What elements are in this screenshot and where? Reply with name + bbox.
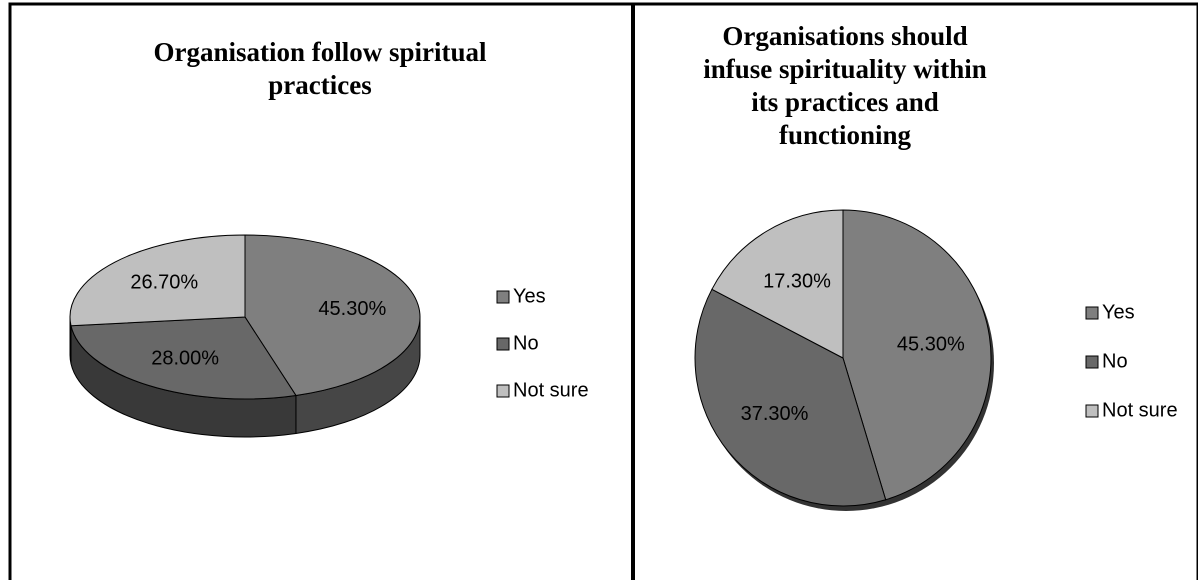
legend-label: Not sure [1102,399,1178,421]
legend-swatch [496,337,510,351]
legend-label: No [513,332,539,354]
data-label: 45.30% [897,333,965,355]
data-label: 28.00% [151,348,219,370]
pie-slice [694,288,887,507]
frame [8,2,1198,580]
chart-title: Organisation follow spiritual practices [153,37,487,100]
pie-slice [842,209,992,501]
legend-swatch [496,384,510,398]
data-label: 45.30% [318,298,386,320]
legend-label: Yes [513,285,546,307]
pie-slice [711,209,844,359]
legend-swatch [1085,404,1099,418]
legend-label: Not sure [513,379,589,401]
legend-label: Yes [1102,301,1135,323]
data-label: 37.30% [741,403,809,425]
data-label: 26.70% [130,271,198,293]
chart-title: Organisations should infuse spirituality… [703,21,987,150]
legend-swatch [1085,306,1099,320]
pie-slice [69,234,246,327]
legend-swatch [1085,355,1099,369]
data-label: 17.30% [763,270,831,292]
legend-label: No [1102,350,1128,372]
pie-slice [244,234,421,396]
pie-slice [70,316,297,400]
legend-swatch [496,290,510,304]
